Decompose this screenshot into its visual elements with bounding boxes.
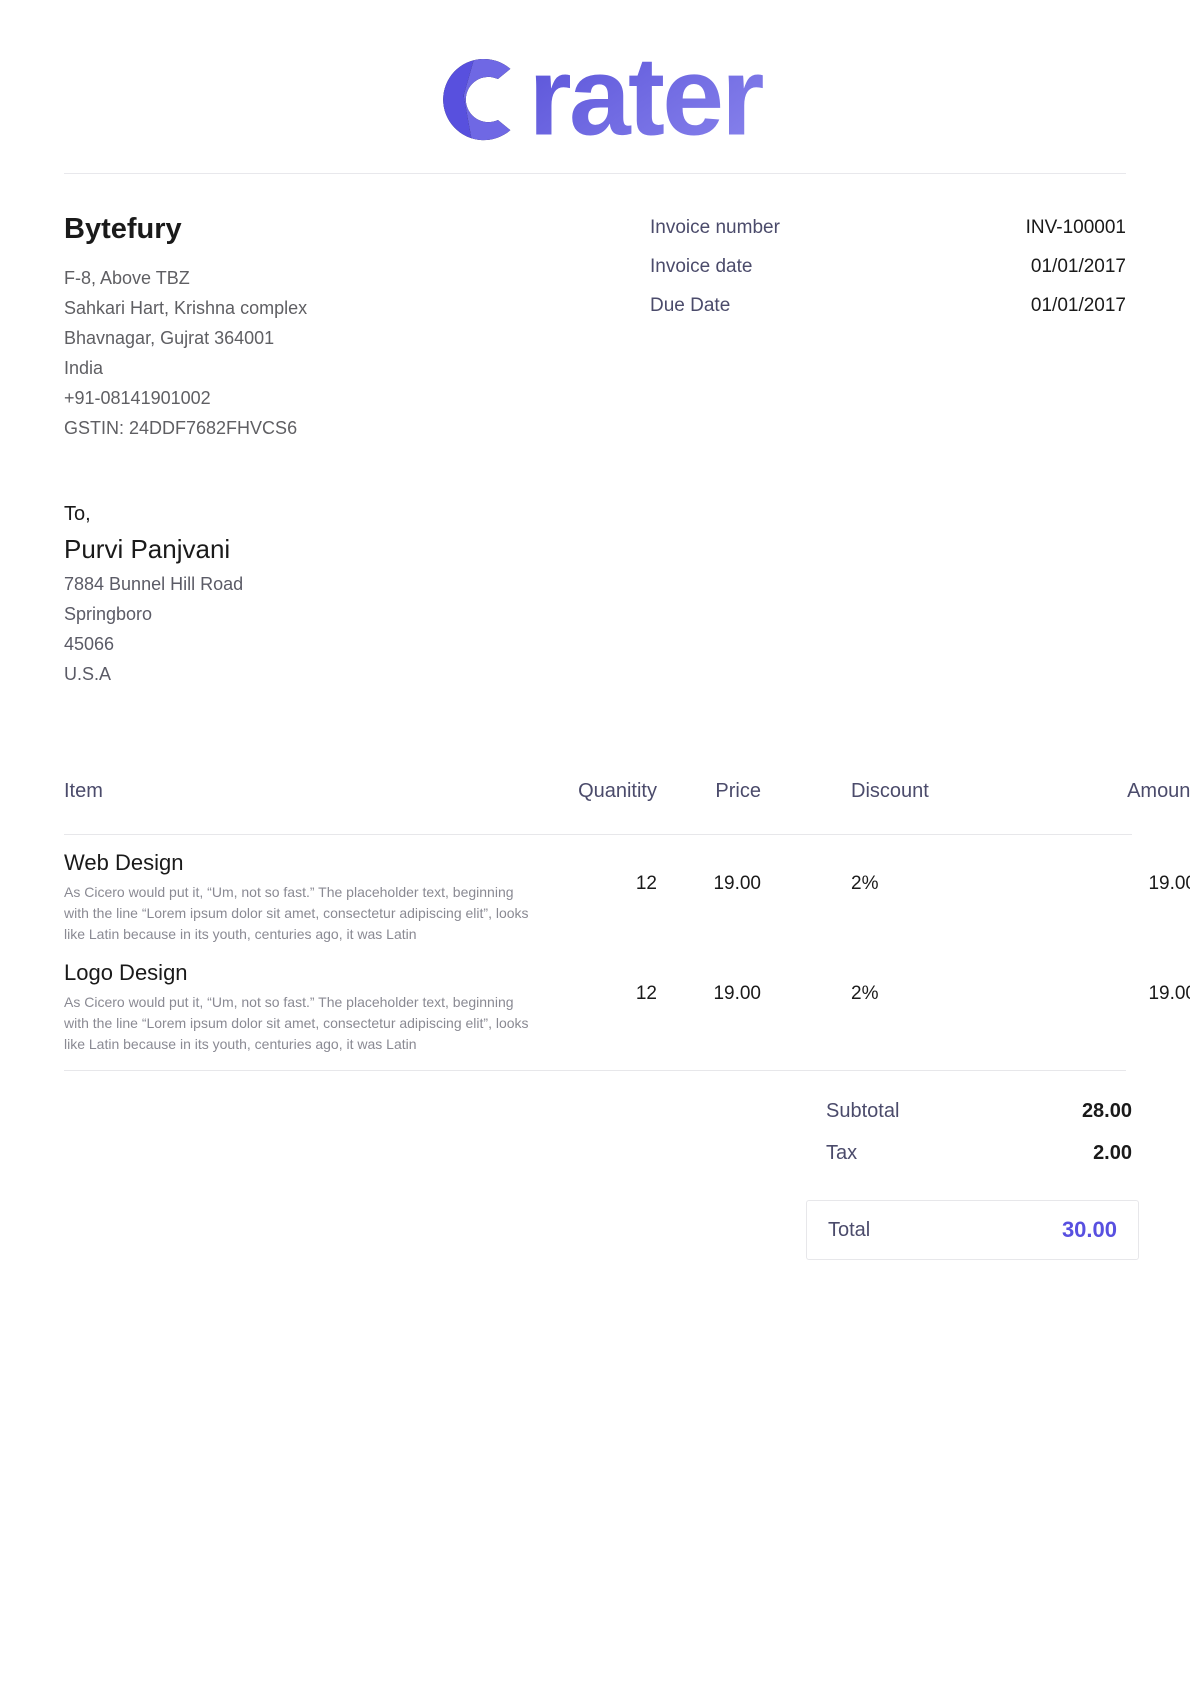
svg-text:rater: rater (529, 48, 764, 159)
